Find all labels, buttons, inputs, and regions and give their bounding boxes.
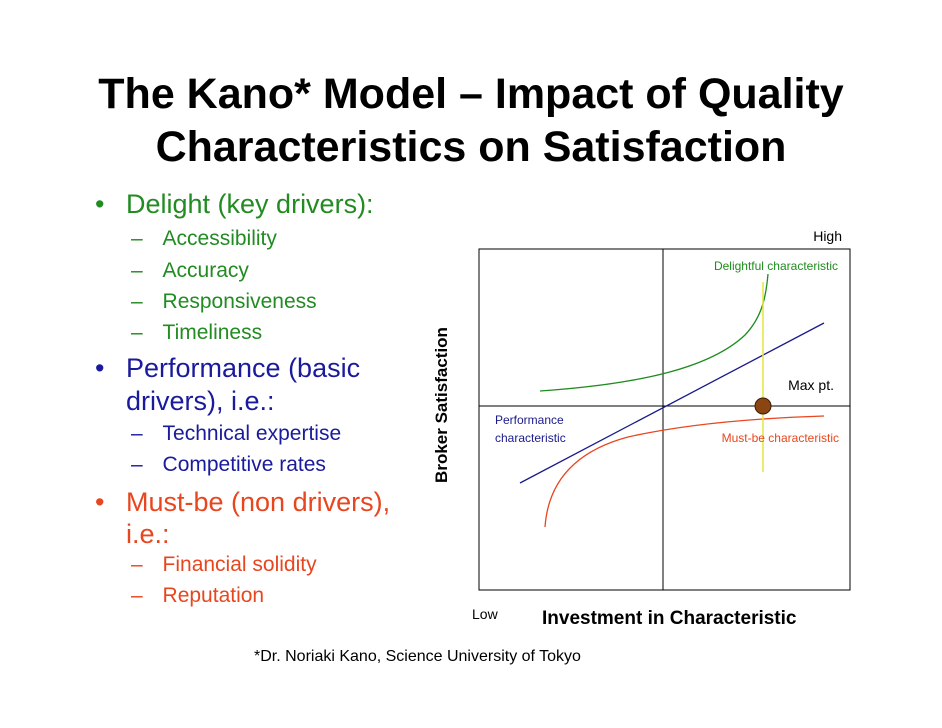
performance-label-line1: Performance [495, 413, 564, 427]
x-axis-label: Investment in Characteristic [542, 608, 797, 629]
title-line-1: The Kano* Model – Impact of Quality [98, 70, 844, 118]
max-point-label: Max pt. [788, 377, 834, 393]
mustbe-item-financial-solidity: – Financial solidity [131, 553, 317, 576]
delightful-curve [539, 273, 769, 392]
mustbe-heading-line2: i.e.: [126, 519, 170, 549]
dash: – [131, 422, 143, 445]
dash: – [131, 227, 143, 250]
performance-item-competitive-rates: – Competitive rates [131, 453, 326, 476]
performance-item-technical-expertise: – Technical expertise [131, 422, 342, 445]
performance-curve [519, 322, 825, 484]
mustbe-item-reputation: – Reputation [131, 584, 265, 607]
chart-frame [478, 248, 851, 591]
dash: – [131, 321, 143, 344]
delight-item-accuracy: – Accuracy [131, 259, 249, 282]
slide-title: The Kano* Model – Impact of Quality Char… [60, 68, 882, 174]
dash: – [131, 553, 143, 576]
delight-heading: • Delight (key drivers): [95, 189, 374, 220]
delight-item-accessibility: – Accessibility [131, 227, 277, 250]
low-label: Low [472, 606, 499, 622]
y-axis-label: Broker Satisfaction [432, 327, 451, 483]
mustbe-heading: • Must-be (non drivers), [95, 487, 391, 517]
delight-heading-text: Delight (key drivers): [126, 189, 374, 219]
mustbe-label: Must-be characteristic [722, 431, 839, 445]
delight-item-responsiveness: – Responsiveness [131, 290, 317, 313]
performance-heading-line2: drivers), i.e.: [126, 386, 275, 416]
dash: – [131, 584, 143, 607]
bullet-dot: • [95, 189, 105, 219]
bullet-dot: • [95, 353, 105, 383]
performance-heading: • Performance (basic [95, 353, 361, 383]
dash: – [131, 453, 143, 476]
delightful-label: Delightful characteristic [714, 259, 838, 273]
delight-item-timeliness: – Timeliness [131, 321, 263, 344]
dash: – [131, 290, 143, 313]
title-line-2: Characteristics on Satisfaction [155, 123, 787, 171]
bullet-dot: • [95, 487, 105, 517]
dash: – [131, 259, 143, 282]
max-point-marker [754, 397, 772, 415]
mustbe-curve [544, 415, 825, 528]
performance-label-line2: characteristic [495, 431, 566, 445]
footnote: *Dr. Noriaki Kano, Science University of… [254, 648, 581, 665]
high-label: High [813, 228, 842, 244]
